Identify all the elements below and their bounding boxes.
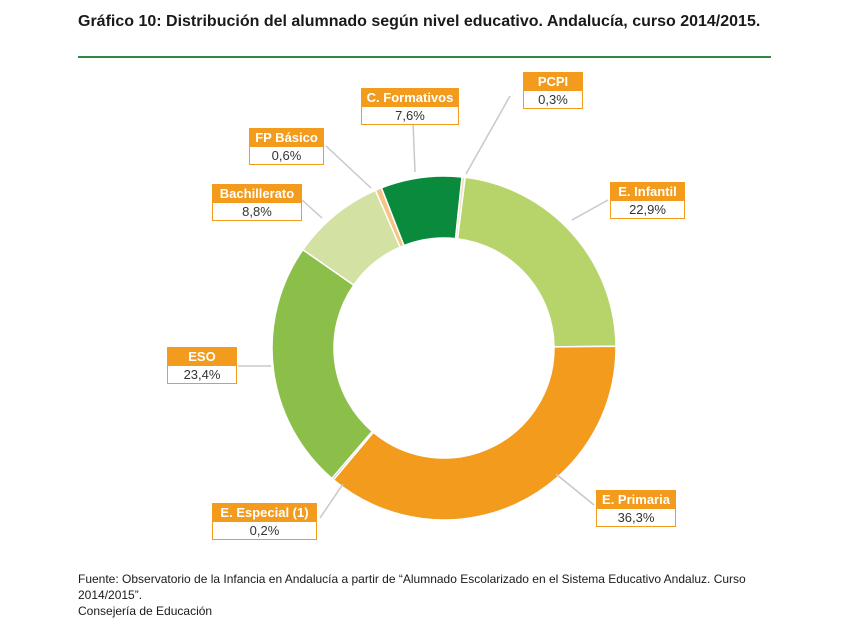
slice-label: C. Formativos 7,6% [361,88,459,125]
leader-line [412,121,416,173]
slice-label-value: 0,3% [523,91,583,109]
source-line-2: Consejería de Educación [78,604,213,618]
slice-label-name: C. Formativos [361,88,459,107]
slice-c-formativos [380,175,463,247]
leader-line [325,145,372,189]
leader-line [319,483,344,519]
source-note: Fuente: Observatorio de la Infancia en A… [78,571,778,619]
slice-label-value: 0,2% [212,522,317,540]
slice-label-value: 23,4% [167,366,237,384]
slice-label-name: ESO [167,347,237,366]
slice-label-value: 8,8% [212,203,302,221]
slice-label-name: FP Básico [249,128,324,147]
leader-line [465,95,511,175]
slice-label: FP Básico 0,6% [249,128,324,165]
slice-label-name: E. Primaria [596,490,676,509]
slice-label-value: 22,9% [610,201,685,219]
slice-label: E. Especial (1) 0,2% [212,503,317,540]
leader-line [571,199,609,221]
source-line-1: Fuente: Observatorio de la Infancia en A… [78,572,746,602]
slice-eso [271,248,374,480]
slice-e-infantil [456,176,617,348]
leader-lines [238,95,609,519]
slice-label-name: E. Infantil [610,182,685,201]
slice-label-value: 0,6% [249,147,324,165]
chart-title: Gráfico 10: Distribución del alumnado se… [78,13,761,30]
slice-label-name: Bachillerato [212,184,302,203]
slice-label: Bachillerato 8,8% [212,184,302,221]
slice-label-name: E. Especial (1) [212,503,317,522]
slice-label-value: 7,6% [361,107,459,125]
title-divider [78,56,771,58]
slice-label: E. Infantil 22,9% [610,182,685,219]
donut-slices [271,175,617,521]
slice-label: ESO 23,4% [167,347,237,384]
slice-e-primaria [332,345,617,521]
leader-line [555,473,595,506]
slice-label-name: PCPI [523,72,583,91]
slice-label: PCPI 0,3% [523,72,583,109]
slice-label: E. Primaria 36,3% [596,490,676,527]
leader-line [301,199,323,219]
slice-label-value: 36,3% [596,509,676,527]
